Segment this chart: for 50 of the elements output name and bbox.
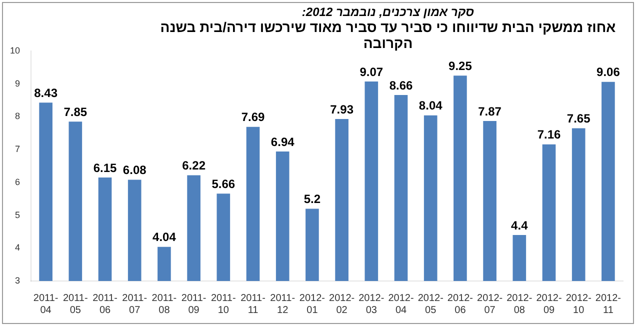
x-tick-label: 2012-05	[418, 292, 444, 316]
x-tick-label: 2011-12	[270, 292, 296, 316]
x-tick-label: 2012-11	[595, 292, 621, 316]
data-label: 6.22	[182, 158, 206, 173]
y-tick-label: 4	[14, 242, 20, 253]
x-tick-label: 2012-08	[506, 292, 532, 316]
x-tick-label: 2012-09	[536, 292, 562, 316]
y-tick-label: 8	[14, 111, 20, 122]
y-tick-label: 6	[14, 176, 20, 187]
data-label: 8.66	[389, 78, 414, 92]
data-label: 7.16	[537, 128, 562, 142]
x-tick-label: 2012-03	[358, 292, 384, 316]
data-label: 7.93	[330, 102, 354, 116]
data-label: 9.07	[360, 64, 384, 79]
chart-subtitle: סקר אמון צרכנים, נובמבר 2012:	[300, 5, 476, 19]
x-tick-label: 2012-04	[388, 292, 414, 316]
data-label: 4.4	[511, 218, 528, 232]
x-tick-label: 2012-07	[477, 292, 503, 316]
x-tick-label: 2011-06	[92, 292, 118, 316]
x-tick-label: 2012-01	[299, 292, 325, 316]
y-tick-label: 10	[10, 45, 20, 56]
x-tick-label: 2012-02	[329, 292, 355, 316]
data-label: 8.43	[34, 86, 58, 100]
x-tick-label: 2011-05	[62, 292, 88, 316]
x-tick-label: 2011-07	[122, 292, 148, 316]
data-label: 5.2	[304, 192, 321, 206]
y-tick-label: 9	[14, 78, 20, 88]
data-label: 7.65	[566, 112, 591, 126]
x-tick-label: 2011-11	[240, 292, 266, 316]
y-tick-label: 3	[14, 275, 20, 286]
data-label: 7.87	[478, 104, 502, 118]
data-label: 9.06	[596, 65, 620, 80]
data-label: 5.66	[212, 176, 236, 191]
x-tick-label: 2011-08	[152, 292, 177, 316]
x-tick-label: 2011-09	[181, 292, 206, 316]
y-tick-label: 7	[14, 144, 20, 154]
x-tick-label: 2012-06	[447, 292, 473, 316]
data-label: 7.85	[64, 104, 88, 119]
x-tick-label: 2011-10	[210, 292, 236, 316]
data-label: 6.15	[93, 160, 118, 175]
data-label: 4.04	[152, 230, 176, 244]
data-label: 6.94	[270, 134, 295, 149]
x-tick-label: 2012-10	[566, 292, 592, 316]
data-label: 6.08	[122, 163, 147, 178]
data-label: 7.69	[241, 110, 266, 124]
data-label: 9.25	[448, 58, 472, 73]
x-tick-label: 2011-04	[33, 292, 58, 316]
y-tick-label: 5	[14, 210, 20, 220]
data-label: 8.04	[418, 98, 443, 113]
chart-title: אחוז ממשקי הבית שדיווחו כי סביר עד סביר מאוד שירכשו דירה/בית בשנה הקרובה	[159, 19, 617, 51]
